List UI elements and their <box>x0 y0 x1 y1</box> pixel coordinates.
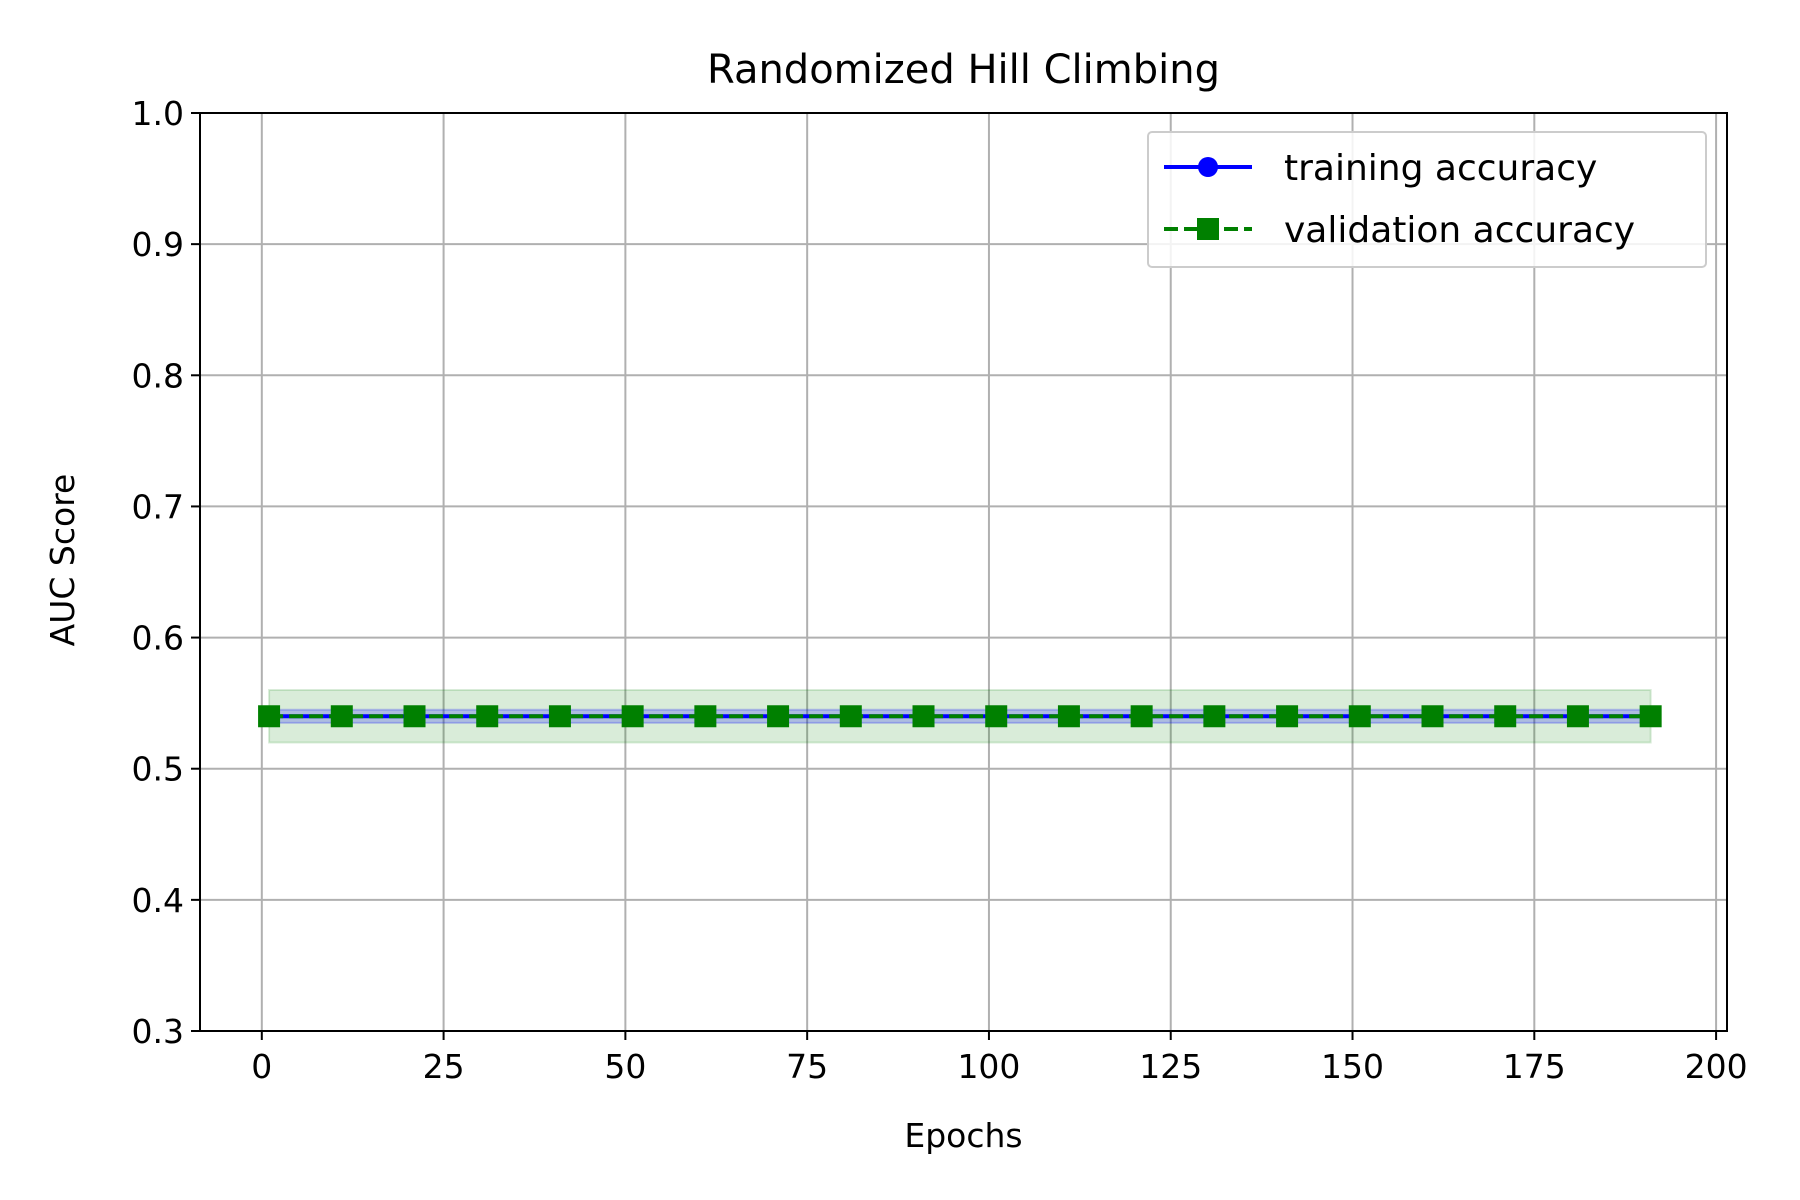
validation-point <box>1348 705 1371 728</box>
validation-point <box>403 705 426 728</box>
x-tick-label: 125 <box>1139 1047 1202 1086</box>
validation-point <box>1276 705 1299 728</box>
y-tick-label: 0.5 <box>132 750 184 789</box>
legend-entry-validation: validation accuracy <box>1164 210 1635 251</box>
series-markers <box>258 705 1662 728</box>
y-tick-label: 0.4 <box>132 881 184 920</box>
y-axis-title: AUC Score <box>43 474 82 647</box>
legend-label: training accuracy <box>1284 148 1597 189</box>
validation-point <box>839 705 862 728</box>
validation-point <box>1566 705 1589 728</box>
validation-point <box>1421 705 1444 728</box>
y-tick-label: 0.9 <box>132 225 184 264</box>
validation-point <box>912 705 935 728</box>
legend: training accuracy validation accuracy <box>1147 131 1707 268</box>
y-tick-label: 0.7 <box>132 487 184 526</box>
y-tick-label: 0.8 <box>132 356 184 395</box>
validation-point <box>1494 705 1517 728</box>
validation-point <box>985 705 1008 728</box>
x-tick-label: 150 <box>1321 1047 1384 1086</box>
validation-point <box>1639 705 1662 728</box>
validation-point <box>767 705 790 728</box>
plot-frame <box>199 112 1728 1032</box>
validation-point <box>621 705 644 728</box>
validation-point <box>1057 705 1080 728</box>
legend-box <box>1147 131 1707 268</box>
legend-entry-training: training accuracy <box>1164 148 1597 189</box>
x-tick-label: 100 <box>957 1047 1020 1086</box>
validation-point <box>1203 705 1226 728</box>
legend-label: validation accuracy <box>1284 210 1635 251</box>
validation-point <box>258 705 281 728</box>
x-tick-label: 25 <box>423 1047 465 1086</box>
legend-circle-marker <box>1198 157 1218 177</box>
chart-title: Randomized Hill Climbing <box>707 47 1220 93</box>
x-tick-label: 0 <box>251 1047 272 1086</box>
x-tick-label: 175 <box>1503 1047 1566 1086</box>
validation-point <box>694 705 717 728</box>
axis-ticks: 0 25 50 75 100 125 150 175 200 0.3 0.4 0.5 0.6 0.7 0.8… <box>132 94 1748 1086</box>
x-tick-label: 200 <box>1685 1047 1748 1086</box>
y-tick-label: 0.6 <box>132 619 184 658</box>
x-tick-label: 50 <box>604 1047 646 1086</box>
y-tick-label: 1.0 <box>132 94 184 133</box>
validation-point <box>330 705 353 728</box>
x-axis-title: Epochs <box>904 1116 1022 1155</box>
validation-point <box>1130 705 1153 728</box>
legend-square-marker <box>1197 218 1219 240</box>
x-tick-label: 75 <box>786 1047 828 1086</box>
validation-point <box>548 705 571 728</box>
y-tick-label: 0.3 <box>132 1012 184 1051</box>
validation-point <box>476 705 499 728</box>
